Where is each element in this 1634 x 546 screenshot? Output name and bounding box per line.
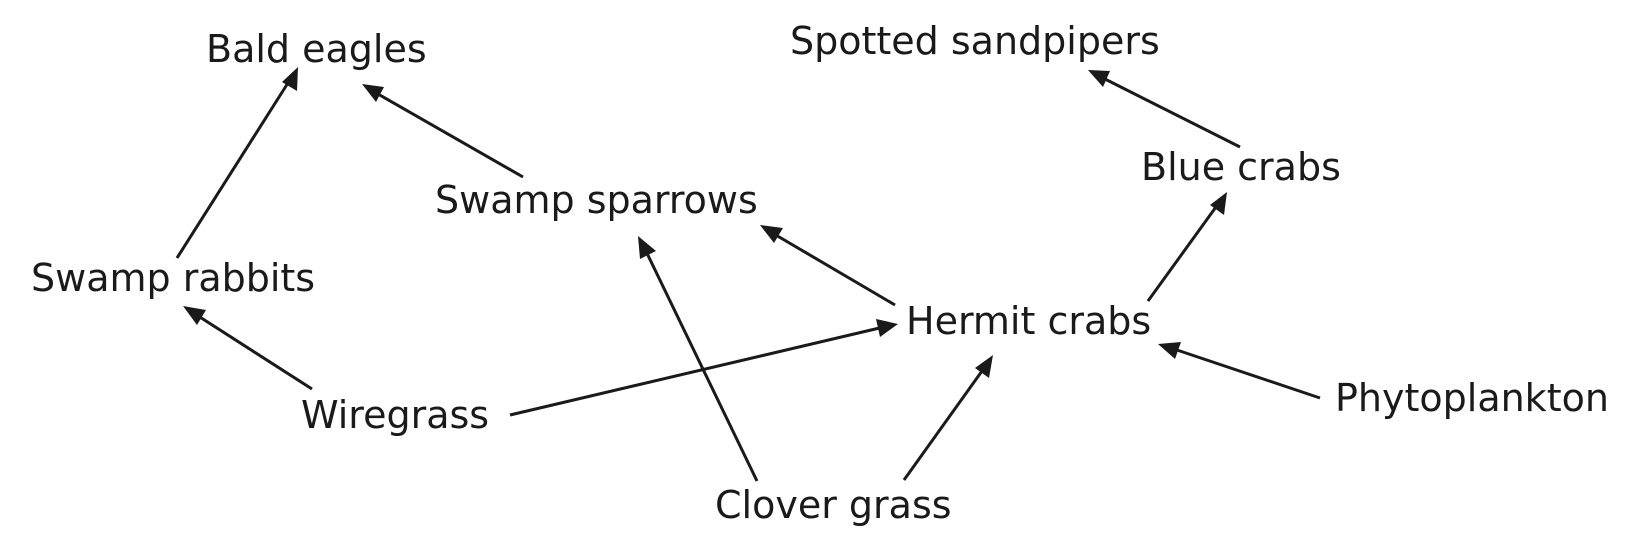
arrowhead-clover-grass-to-swamp-sparrows	[638, 236, 656, 259]
edge-blue-crabs-to-spotted-sandpipers	[1096, 73, 1241, 149]
node-wiregrass: Wiregrass	[301, 393, 489, 437]
arrowhead-swamp-sparrows-to-bald-eagles	[362, 84, 384, 102]
edge-wiregrass-to-swamp-rabbits	[191, 310, 313, 391]
arrowhead-clover-grass-to-hermit-crabs	[975, 355, 993, 378]
nodes: Bald eagles Spotted sandpipers Blue crab…	[31, 19, 1609, 527]
edge-hermit-crabs-to-blue-crabs	[1146, 199, 1223, 302]
arrowhead-hermit-crabs-to-blue-crabs	[1210, 192, 1227, 215]
edge-swamp-rabbits-to-bald-eagles	[175, 74, 295, 259]
edge-phytoplankton-to-hermit-crabs	[1167, 345, 1321, 400]
node-swamp-sparrows: Swamp sparrows	[435, 178, 758, 222]
edges	[175, 67, 1321, 482]
node-swamp-rabbits: Swamp rabbits	[31, 256, 315, 300]
edge-wiregrass-to-hermit-crabs	[509, 324, 889, 417]
node-clover-grass: Clover grass	[715, 483, 952, 527]
arrowhead-wiregrass-to-hermit-crabs	[876, 319, 898, 337]
node-hermit-crabs: Hermit crabs	[906, 299, 1151, 343]
edge-hermit-crabs-to-swamp-sparrows	[768, 229, 896, 307]
edge-clover-grass-to-swamp-sparrows	[641, 244, 759, 482]
edge-swamp-sparrows-to-bald-eagles	[370, 88, 524, 179]
arrowhead-hermit-crabs-to-swamp-sparrows	[760, 225, 783, 243]
node-phytoplankton: Phytoplankton	[1335, 376, 1609, 420]
node-bald-eagles: Bald eagles	[206, 27, 427, 71]
arrowhead-phytoplankton-to-hermit-crabs	[1158, 342, 1181, 359]
arrowhead-swamp-rabbits-to-bald-eagles	[282, 67, 298, 91]
edge-clover-grass-to-hermit-crabs	[902, 363, 989, 481]
arrowhead-blue-crabs-to-spotted-sandpipers	[1088, 70, 1110, 87]
arrowhead-wiregrass-to-swamp-rabbits	[183, 306, 206, 325]
node-spotted-sandpipers: Spotted sandpipers	[790, 19, 1160, 63]
node-blue-crabs: Blue crabs	[1141, 145, 1341, 189]
